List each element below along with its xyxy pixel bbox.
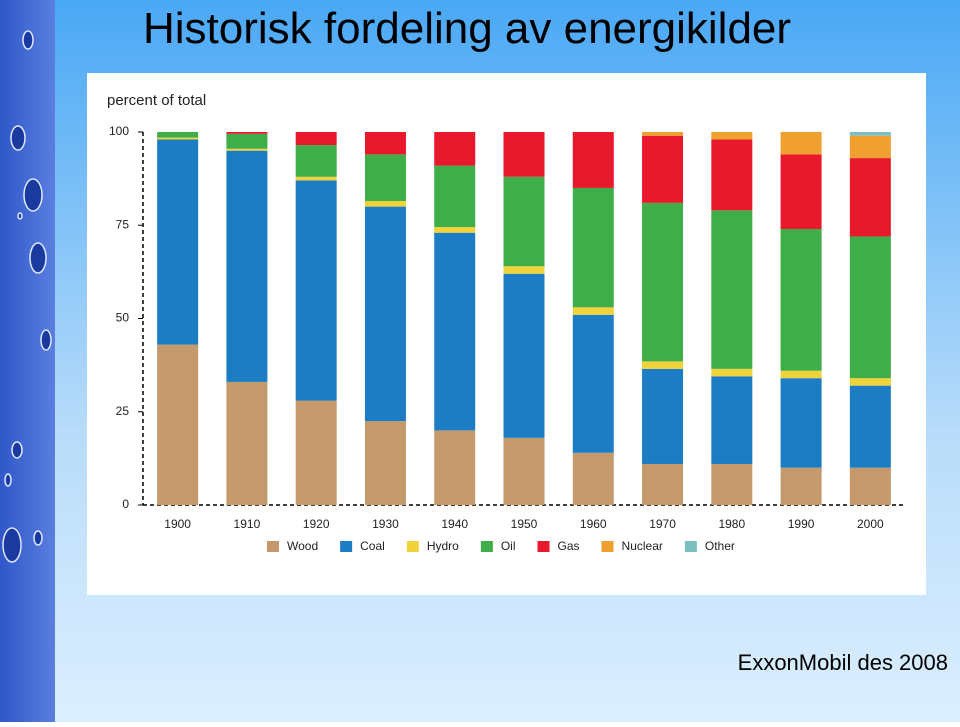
bar-segment	[642, 361, 684, 369]
legend-label: Gas	[558, 539, 580, 553]
bar-segment	[364, 206, 406, 422]
x-tick-label: 1910	[234, 517, 261, 531]
source-note: ExxonMobil des 2008	[737, 650, 948, 675]
legend-label: Oil	[501, 539, 516, 553]
droplets	[2, 30, 52, 563]
y-tick-label: 50	[116, 311, 130, 325]
bar-segment	[295, 132, 337, 146]
legend-swatch	[601, 541, 614, 552]
bar-segment	[503, 273, 545, 438]
legend-swatch	[267, 541, 279, 552]
bar-segment	[572, 132, 614, 188]
bar-segment	[226, 381, 268, 505]
legend-swatch	[480, 541, 493, 552]
x-tick-label: 1920	[303, 517, 330, 531]
bar-segment	[295, 145, 337, 177]
legend-label: Other	[705, 539, 735, 553]
bar-segment	[157, 344, 199, 505]
bar-segment	[503, 266, 545, 274]
x-tick-label: 2000	[857, 517, 884, 531]
bar-segment	[295, 176, 337, 181]
bar-segment	[434, 430, 476, 505]
bar-segment	[295, 180, 337, 401]
y-tick-label: 25	[116, 404, 130, 418]
x-tick-label: 1930	[372, 517, 399, 531]
x-tick-label: 1990	[788, 517, 815, 531]
side-strip	[0, 0, 55, 722]
bar-segment	[780, 132, 822, 155]
legend-label: Hydro	[427, 539, 459, 553]
bar-segment	[780, 154, 822, 229]
bar-segment	[364, 201, 406, 207]
x-tick-label: 1950	[511, 517, 538, 531]
bar-segment	[849, 378, 891, 386]
bar-segment	[642, 368, 684, 464]
bar-segment	[711, 368, 753, 377]
bar-segment	[780, 228, 822, 371]
bar-segment	[572, 452, 614, 505]
legend-swatch	[537, 541, 550, 552]
bar-segment	[434, 232, 476, 431]
bar-segment	[295, 400, 337, 505]
bar-segment	[849, 467, 891, 505]
bar-segment	[642, 132, 684, 136]
bar-segment	[849, 135, 891, 159]
bar-segment	[434, 165, 476, 228]
x-tick-label: 1970	[649, 517, 676, 531]
y-axis-label: percent of total	[107, 92, 206, 109]
x-tick-label: 1960	[580, 517, 607, 531]
bar-segment	[157, 137, 199, 140]
x-tick-label: 1980	[718, 517, 745, 531]
chart: percent of total 0 25 50 75 100 1900 1910 1920 1…	[87, 73, 926, 595]
x-tick-label: 1900	[164, 517, 191, 531]
bar-segment	[226, 148, 268, 151]
slide-title: Historisk fordeling av energikilder	[143, 4, 792, 53]
bar-segment	[711, 139, 753, 211]
bar-segment	[434, 132, 476, 166]
legend-label: Nuclear	[622, 539, 663, 553]
bar-segment	[364, 154, 406, 202]
bar-segment	[503, 437, 545, 505]
legend-label: Coal	[360, 539, 385, 553]
legend-swatch	[340, 541, 353, 552]
legend-swatch	[684, 541, 697, 552]
bar-segment	[157, 132, 199, 138]
legend-swatch	[406, 541, 419, 552]
bar-segment	[642, 202, 684, 362]
bar-segment	[503, 176, 545, 267]
bar-segment	[711, 463, 753, 505]
y-tick-label: 75	[116, 217, 130, 231]
bar-segment	[157, 139, 199, 345]
bar-segment	[364, 421, 406, 505]
bar-segment	[711, 210, 753, 369]
y-tick-label: 100	[109, 124, 129, 138]
bar-segment	[711, 132, 753, 140]
bar-segment	[364, 132, 406, 155]
bar-segment	[642, 463, 684, 505]
bar-segment	[226, 150, 268, 382]
bar-segment	[849, 236, 891, 379]
bar-segment	[434, 227, 476, 233]
y-tick-label: 0	[122, 497, 129, 511]
bar-segment	[780, 378, 822, 468]
bar-segment	[642, 135, 684, 203]
bar-segment	[849, 132, 891, 136]
bar-segment	[711, 376, 753, 464]
bar-segment	[572, 187, 614, 308]
bar-segment	[849, 385, 891, 468]
bar-segment	[780, 370, 822, 379]
x-tick-label: 1940	[441, 517, 468, 531]
bar-segment	[572, 314, 614, 453]
bar-segment	[226, 132, 268, 134]
bar-segment	[780, 467, 822, 505]
bar-segment	[503, 132, 545, 177]
legend-label: Wood	[287, 539, 318, 553]
bar-segment	[572, 307, 614, 315]
bar-segment	[226, 133, 268, 149]
bar-segment	[849, 158, 891, 237]
